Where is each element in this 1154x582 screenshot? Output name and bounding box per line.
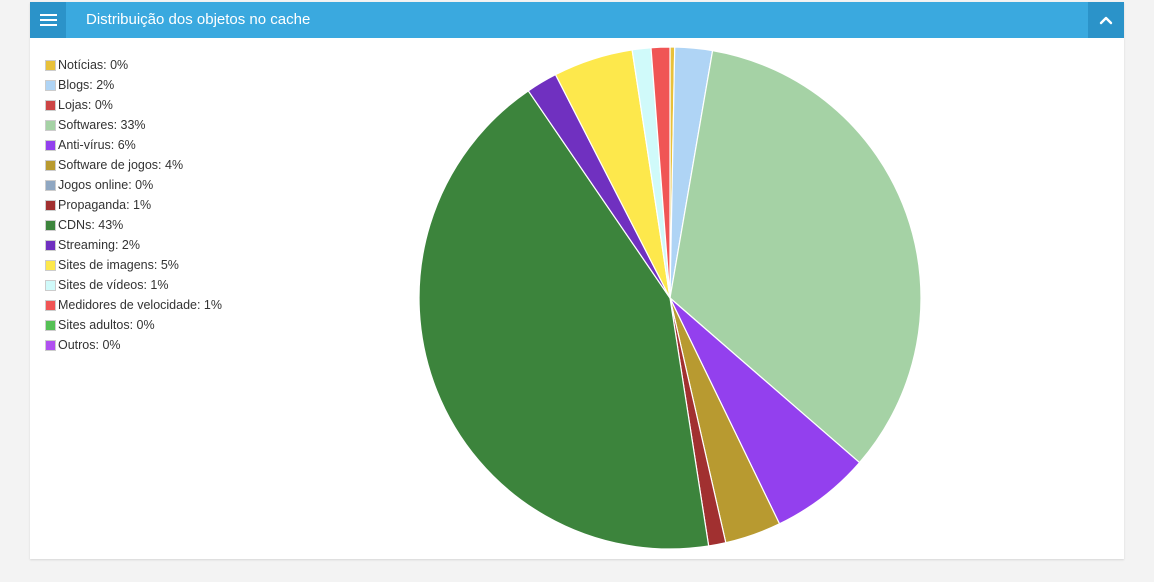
legend-label: Notícias: 0% bbox=[58, 58, 129, 72]
legend-item[interactable]: Software de jogos: 4% bbox=[45, 155, 222, 175]
legend-swatch bbox=[45, 159, 56, 171]
panel-header: Distribuição dos objetos no cache bbox=[30, 2, 1124, 38]
legend-label: Sites de imagens: 5% bbox=[58, 258, 179, 272]
legend-swatch bbox=[45, 139, 56, 151]
legend-swatch bbox=[45, 79, 56, 91]
legend-swatch bbox=[45, 59, 56, 71]
legend-label: Anti-vírus: 6% bbox=[58, 138, 136, 152]
legend-item[interactable]: Anti-vírus: 6% bbox=[45, 135, 222, 155]
pie-slice[interactable] bbox=[669, 49, 922, 464]
chevron-up-icon bbox=[1099, 16, 1113, 25]
legend-swatch bbox=[45, 119, 56, 131]
legend-item[interactable]: Softwares: 33% bbox=[45, 115, 222, 135]
legend-label: Lojas: 0% bbox=[58, 98, 113, 112]
legend-item[interactable]: Jogos online: 0% bbox=[45, 175, 222, 195]
legend-label: CDNs: 43% bbox=[58, 218, 124, 232]
legend-label: Propaganda: 1% bbox=[58, 198, 152, 212]
menu-icon bbox=[39, 14, 57, 26]
legend-item[interactable]: Sites de vídeos: 1% bbox=[45, 275, 222, 295]
collapse-button[interactable] bbox=[1088, 2, 1124, 38]
legend-swatch bbox=[45, 339, 56, 351]
legend-swatch bbox=[45, 179, 56, 191]
pie-slice[interactable] bbox=[650, 46, 671, 299]
cache-distribution-panel: Distribuição dos objetos no cache Notíci… bbox=[30, 2, 1124, 559]
legend-item[interactable]: Lojas: 0% bbox=[45, 95, 222, 115]
legend-label: Streaming: 2% bbox=[58, 238, 140, 252]
legend-label: Sites de vídeos: 1% bbox=[58, 278, 169, 292]
legend-item[interactable]: Medidores de velocidade: 1% bbox=[45, 295, 222, 315]
chart-legend: Notícias: 0% Blogs: 2% Lojas: 0% Softwares:… bbox=[45, 55, 222, 355]
legend-item[interactable]: CDNs: 43% bbox=[45, 215, 222, 235]
legend-label: Jogos online: 0% bbox=[58, 178, 154, 192]
legend-swatch bbox=[45, 319, 56, 331]
legend-item[interactable]: Streaming: 2% bbox=[45, 235, 222, 255]
pie-slice[interactable] bbox=[418, 89, 710, 550]
legend-swatch bbox=[45, 99, 56, 111]
legend-label: Software de jogos: 4% bbox=[58, 158, 184, 172]
legend-label: Blogs: 2% bbox=[58, 78, 115, 92]
legend-label: Outros: 0% bbox=[58, 338, 121, 352]
legend-item[interactable]: Sites adultos: 0% bbox=[45, 315, 222, 335]
legend-item[interactable]: Outros: 0% bbox=[45, 335, 222, 355]
pie-chart bbox=[418, 46, 922, 550]
panel-title: Distribuição dos objetos no cache bbox=[86, 11, 311, 28]
legend-swatch bbox=[45, 239, 56, 251]
legend-swatch bbox=[45, 299, 56, 311]
legend-item[interactable]: Blogs: 2% bbox=[45, 75, 222, 95]
legend-swatch bbox=[45, 199, 56, 211]
legend-item[interactable]: Notícias: 0% bbox=[45, 55, 222, 75]
legend-swatch bbox=[45, 219, 56, 231]
legend-item[interactable]: Propaganda: 1% bbox=[45, 195, 222, 215]
legend-item[interactable]: Sites de imagens: 5% bbox=[45, 255, 222, 275]
menu-button[interactable] bbox=[30, 2, 66, 38]
legend-label: Sites adultos: 0% bbox=[58, 318, 155, 332]
legend-label: Softwares: 33% bbox=[58, 118, 146, 132]
legend-swatch bbox=[45, 279, 56, 291]
legend-label: Medidores de velocidade: 1% bbox=[58, 298, 222, 312]
legend-swatch bbox=[45, 259, 56, 271]
